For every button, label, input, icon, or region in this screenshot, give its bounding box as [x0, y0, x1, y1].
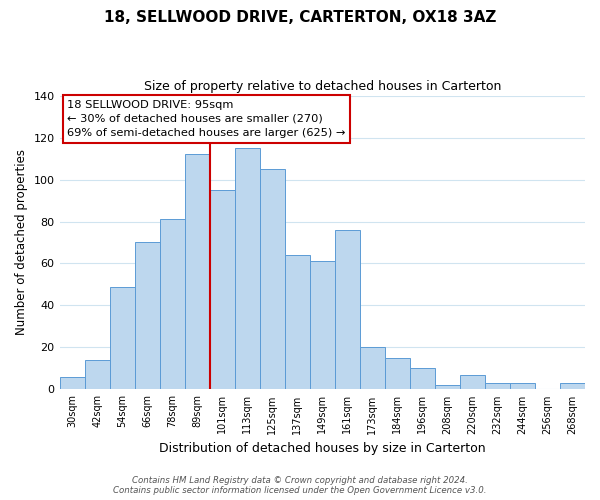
- Bar: [560, 383, 585, 390]
- Bar: [134, 242, 160, 390]
- Bar: [209, 190, 235, 390]
- X-axis label: Distribution of detached houses by size in Carterton: Distribution of detached houses by size …: [159, 442, 485, 455]
- Text: 18, SELLWOOD DRIVE, CARTERTON, OX18 3AZ: 18, SELLWOOD DRIVE, CARTERTON, OX18 3AZ: [104, 10, 496, 25]
- Text: 18 SELLWOOD DRIVE: 95sqm
← 30% of detached houses are smaller (270)
69% of semi-: 18 SELLWOOD DRIVE: 95sqm ← 30% of detach…: [67, 100, 346, 138]
- Bar: [460, 374, 485, 390]
- Y-axis label: Number of detached properties: Number of detached properties: [15, 150, 28, 336]
- Bar: [59, 377, 85, 390]
- Bar: [335, 230, 360, 390]
- Title: Size of property relative to detached houses in Carterton: Size of property relative to detached ho…: [143, 80, 501, 93]
- Bar: [235, 148, 260, 390]
- Bar: [385, 358, 410, 390]
- Bar: [110, 286, 134, 390]
- Text: Contains HM Land Registry data © Crown copyright and database right 2024.
Contai: Contains HM Land Registry data © Crown c…: [113, 476, 487, 495]
- Bar: [85, 360, 110, 390]
- Bar: [160, 220, 185, 390]
- Bar: [310, 262, 335, 390]
- Bar: [260, 169, 285, 390]
- Bar: [485, 383, 510, 390]
- Bar: [360, 348, 385, 390]
- Bar: [410, 368, 435, 390]
- Bar: [435, 385, 460, 390]
- Bar: [285, 255, 310, 390]
- Bar: [185, 154, 209, 390]
- Bar: [510, 383, 535, 390]
